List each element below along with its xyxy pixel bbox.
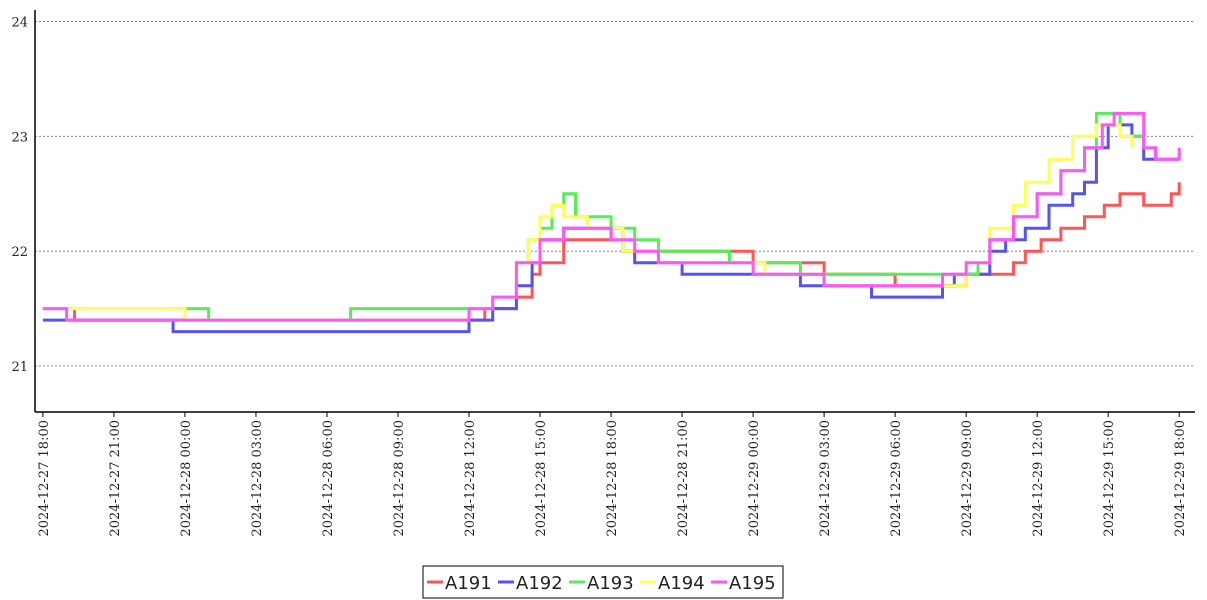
legend-label: A191 xyxy=(445,573,492,594)
grid-layer xyxy=(35,20,1195,367)
x-tick-label: 2024-12-28 12:00 xyxy=(463,420,478,537)
y-tick-label: 21 xyxy=(11,360,28,375)
x-tick-label: 2024-12-28 00:00 xyxy=(179,420,194,537)
series-line-A194 xyxy=(42,123,1134,322)
x-tick-label: 2024-12-27 18:00 xyxy=(37,420,52,537)
series-layer xyxy=(42,111,1181,334)
series-line-A193 xyxy=(42,111,1146,322)
x-tick-label: 2024-12-29 03:00 xyxy=(818,420,833,537)
axis-layer: 21 22 23 24 2024-12-27 18:00 2024-12-27 21:00… xyxy=(11,10,1195,537)
x-tick-label: 2024-12-28 18:00 xyxy=(605,420,620,537)
x-tick-label: 2024-12-28 09:00 xyxy=(392,420,407,537)
legend-label: A195 xyxy=(729,573,776,594)
y-tick-label: 22 xyxy=(11,245,28,260)
x-tick-label: 2024-12-28 03:00 xyxy=(250,420,265,537)
x-tick-label: 2024-12-28 06:00 xyxy=(321,420,336,537)
y-tick-label: 23 xyxy=(11,130,28,145)
x-tick-label: 2024-12-29 18:00 xyxy=(1173,420,1188,537)
x-tick-label: 2024-12-28 21:00 xyxy=(676,420,691,537)
legend-label: A193 xyxy=(587,573,634,594)
x-tick-label: 2024-12-27 21:00 xyxy=(108,420,123,537)
legend-label: A192 xyxy=(516,573,563,594)
legend-label: A194 xyxy=(658,573,705,594)
series-line-A192 xyxy=(42,123,1180,334)
x-tick-label: 2024-12-29 00:00 xyxy=(747,420,762,537)
x-tick-label: 2024-12-29 09:00 xyxy=(960,420,975,537)
x-tick-label: 2024-12-29 06:00 xyxy=(889,420,904,537)
y-tick-label: 24 xyxy=(11,15,28,30)
series-line-A195 xyxy=(42,111,1181,322)
x-tick-label: 2024-12-28 15:00 xyxy=(534,420,549,537)
x-tick-label: 2024-12-29 15:00 xyxy=(1102,420,1117,537)
legend: A191 A192 A193 A194 A195 xyxy=(422,565,784,599)
x-tick-label: 2024-12-29 12:00 xyxy=(1031,420,1046,537)
